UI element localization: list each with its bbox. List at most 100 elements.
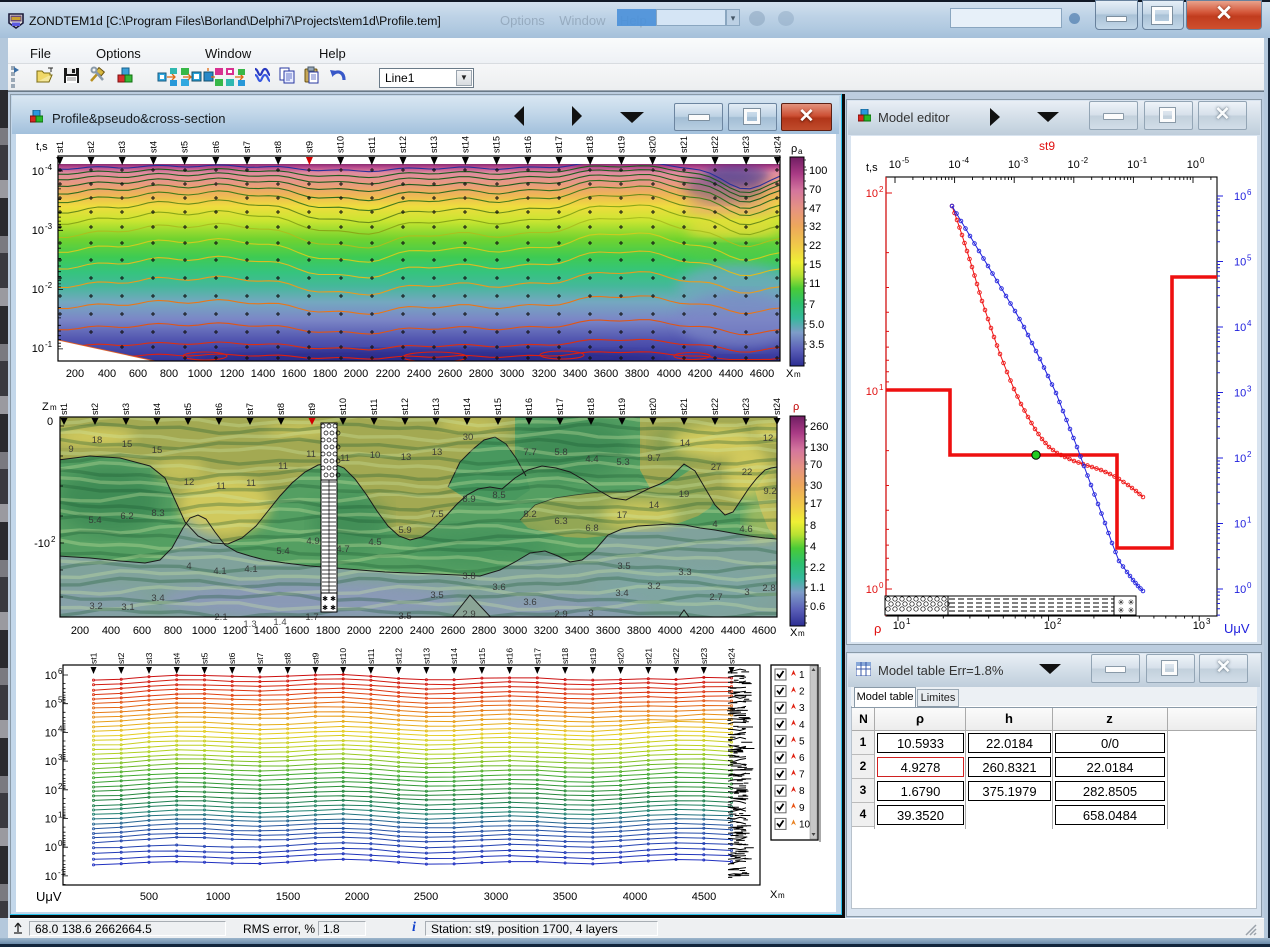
svg-text:2800: 2800 bbox=[469, 368, 493, 380]
svg-text:1400: 1400 bbox=[254, 625, 278, 637]
svg-text:X: X bbox=[770, 889, 778, 901]
svg-text:✳: ✳ bbox=[1118, 606, 1125, 615]
svg-text:200: 200 bbox=[66, 368, 84, 380]
svg-text:100: 100 bbox=[809, 165, 827, 177]
svg-text:8: 8 bbox=[799, 786, 805, 797]
svg-text:st14: st14 bbox=[449, 648, 459, 664]
svg-text:Z: Z bbox=[42, 401, 49, 413]
svg-text:4.5: 4.5 bbox=[368, 537, 381, 548]
svg-text:10: 10 bbox=[1234, 584, 1246, 596]
svg-text:4400: 4400 bbox=[721, 625, 745, 637]
svg-text:3000: 3000 bbox=[500, 368, 524, 380]
svg-text:10: 10 bbox=[866, 188, 878, 200]
svg-text:st10: st10 bbox=[338, 398, 348, 415]
svg-text:st6: st6 bbox=[211, 141, 221, 153]
svg-text:st15: st15 bbox=[477, 648, 487, 664]
svg-text:13: 13 bbox=[432, 447, 443, 458]
svg-text:2400: 2400 bbox=[407, 368, 431, 380]
svg-text:10: 10 bbox=[45, 699, 57, 711]
svg-text:✱: ✱ bbox=[330, 604, 336, 612]
svg-text:2400: 2400 bbox=[410, 625, 434, 637]
svg-text:0: 0 bbox=[1200, 156, 1205, 165]
svg-text:6.8: 6.8 bbox=[585, 523, 598, 534]
svg-text:st16: st16 bbox=[524, 398, 534, 415]
svg-text:st21: st21 bbox=[643, 648, 653, 664]
svg-text:st7: st7 bbox=[242, 141, 252, 153]
svg-text:st16: st16 bbox=[523, 136, 533, 153]
svg-text:st13: st13 bbox=[421, 648, 431, 664]
svg-text:st11: st11 bbox=[366, 648, 376, 664]
svg-text:12: 12 bbox=[184, 477, 195, 488]
svg-text:st5: st5 bbox=[180, 141, 190, 153]
svg-text:m: m bbox=[50, 403, 57, 412]
svg-text:m: m bbox=[798, 629, 805, 638]
svg-text:2.2: 2.2 bbox=[810, 562, 825, 574]
svg-text:70: 70 bbox=[809, 184, 821, 196]
svg-text:m: m bbox=[794, 370, 801, 379]
svg-text:2000: 2000 bbox=[347, 625, 371, 637]
svg-text:1000: 1000 bbox=[188, 368, 212, 380]
svg-text:3: 3 bbox=[1206, 617, 1211, 626]
svg-text:10: 10 bbox=[866, 386, 878, 398]
svg-text:st19: st19 bbox=[616, 136, 626, 153]
svg-text:17: 17 bbox=[617, 510, 628, 521]
svg-text:2200: 2200 bbox=[376, 368, 400, 380]
svg-text:-2: -2 bbox=[1081, 156, 1089, 165]
svg-text:st22: st22 bbox=[671, 648, 681, 664]
svg-text:st20: st20 bbox=[616, 648, 626, 664]
svg-text:10: 10 bbox=[1234, 388, 1246, 400]
svg-text:4: 4 bbox=[712, 519, 717, 530]
svg-text:10: 10 bbox=[1193, 620, 1205, 632]
svg-text:10: 10 bbox=[1127, 159, 1139, 171]
svg-text:8.3: 8.3 bbox=[151, 508, 164, 519]
svg-text:5.0: 5.0 bbox=[809, 319, 824, 331]
svg-text:✳: ✳ bbox=[1128, 606, 1135, 615]
svg-text:11: 11 bbox=[216, 481, 226, 492]
svg-text:st6: st6 bbox=[214, 403, 224, 415]
svg-text:3.5: 3.5 bbox=[617, 561, 630, 572]
svg-text:10: 10 bbox=[1044, 620, 1056, 632]
svg-text:3.6: 3.6 bbox=[492, 582, 505, 593]
svg-text:8: 8 bbox=[810, 520, 816, 532]
svg-text:st21: st21 bbox=[679, 136, 689, 153]
svg-text:st17: st17 bbox=[554, 136, 564, 153]
svg-text:2600: 2600 bbox=[441, 625, 465, 637]
svg-text:6.2: 6.2 bbox=[120, 511, 133, 522]
svg-text:800: 800 bbox=[160, 368, 178, 380]
svg-text:st23: st23 bbox=[741, 136, 751, 153]
svg-text:st3: st3 bbox=[121, 403, 131, 415]
svg-text:st4: st4 bbox=[172, 652, 182, 664]
svg-text:1800: 1800 bbox=[316, 625, 340, 637]
svg-text:st20: st20 bbox=[648, 136, 658, 153]
svg-text:70: 70 bbox=[810, 459, 822, 471]
svg-text:3: 3 bbox=[588, 608, 593, 619]
svg-text:st17: st17 bbox=[555, 398, 565, 415]
svg-text:3.4: 3.4 bbox=[615, 588, 628, 599]
svg-text:3600: 3600 bbox=[594, 368, 618, 380]
svg-text:✱: ✱ bbox=[330, 595, 336, 603]
svg-text:st2: st2 bbox=[116, 652, 126, 664]
svg-text:4000: 4000 bbox=[657, 368, 681, 380]
svg-text:st11: st11 bbox=[367, 137, 377, 153]
svg-text:3: 3 bbox=[744, 587, 749, 598]
svg-text:10: 10 bbox=[32, 343, 44, 355]
svg-text:t,s: t,s bbox=[36, 141, 48, 153]
svg-text:3500: 3500 bbox=[553, 891, 577, 903]
svg-text:2000: 2000 bbox=[344, 368, 368, 380]
svg-text:9: 9 bbox=[68, 444, 73, 455]
svg-text:10: 10 bbox=[1187, 159, 1199, 171]
svg-text:st1: st1 bbox=[59, 403, 69, 415]
svg-text:47: 47 bbox=[809, 203, 821, 215]
svg-text:ρ: ρ bbox=[791, 143, 797, 155]
svg-text:-1: -1 bbox=[58, 868, 66, 877]
svg-text:3.3: 3.3 bbox=[678, 567, 691, 578]
svg-text:8.9: 8.9 bbox=[462, 494, 475, 505]
svg-text:X: X bbox=[790, 627, 798, 639]
svg-text:10: 10 bbox=[32, 166, 44, 178]
svg-text:10: 10 bbox=[45, 756, 57, 768]
svg-text:4000: 4000 bbox=[623, 891, 647, 903]
svg-text:4: 4 bbox=[810, 541, 816, 553]
svg-text:0: 0 bbox=[1247, 581, 1252, 590]
svg-text:3: 3 bbox=[799, 703, 805, 714]
svg-text:4600: 4600 bbox=[750, 368, 774, 380]
